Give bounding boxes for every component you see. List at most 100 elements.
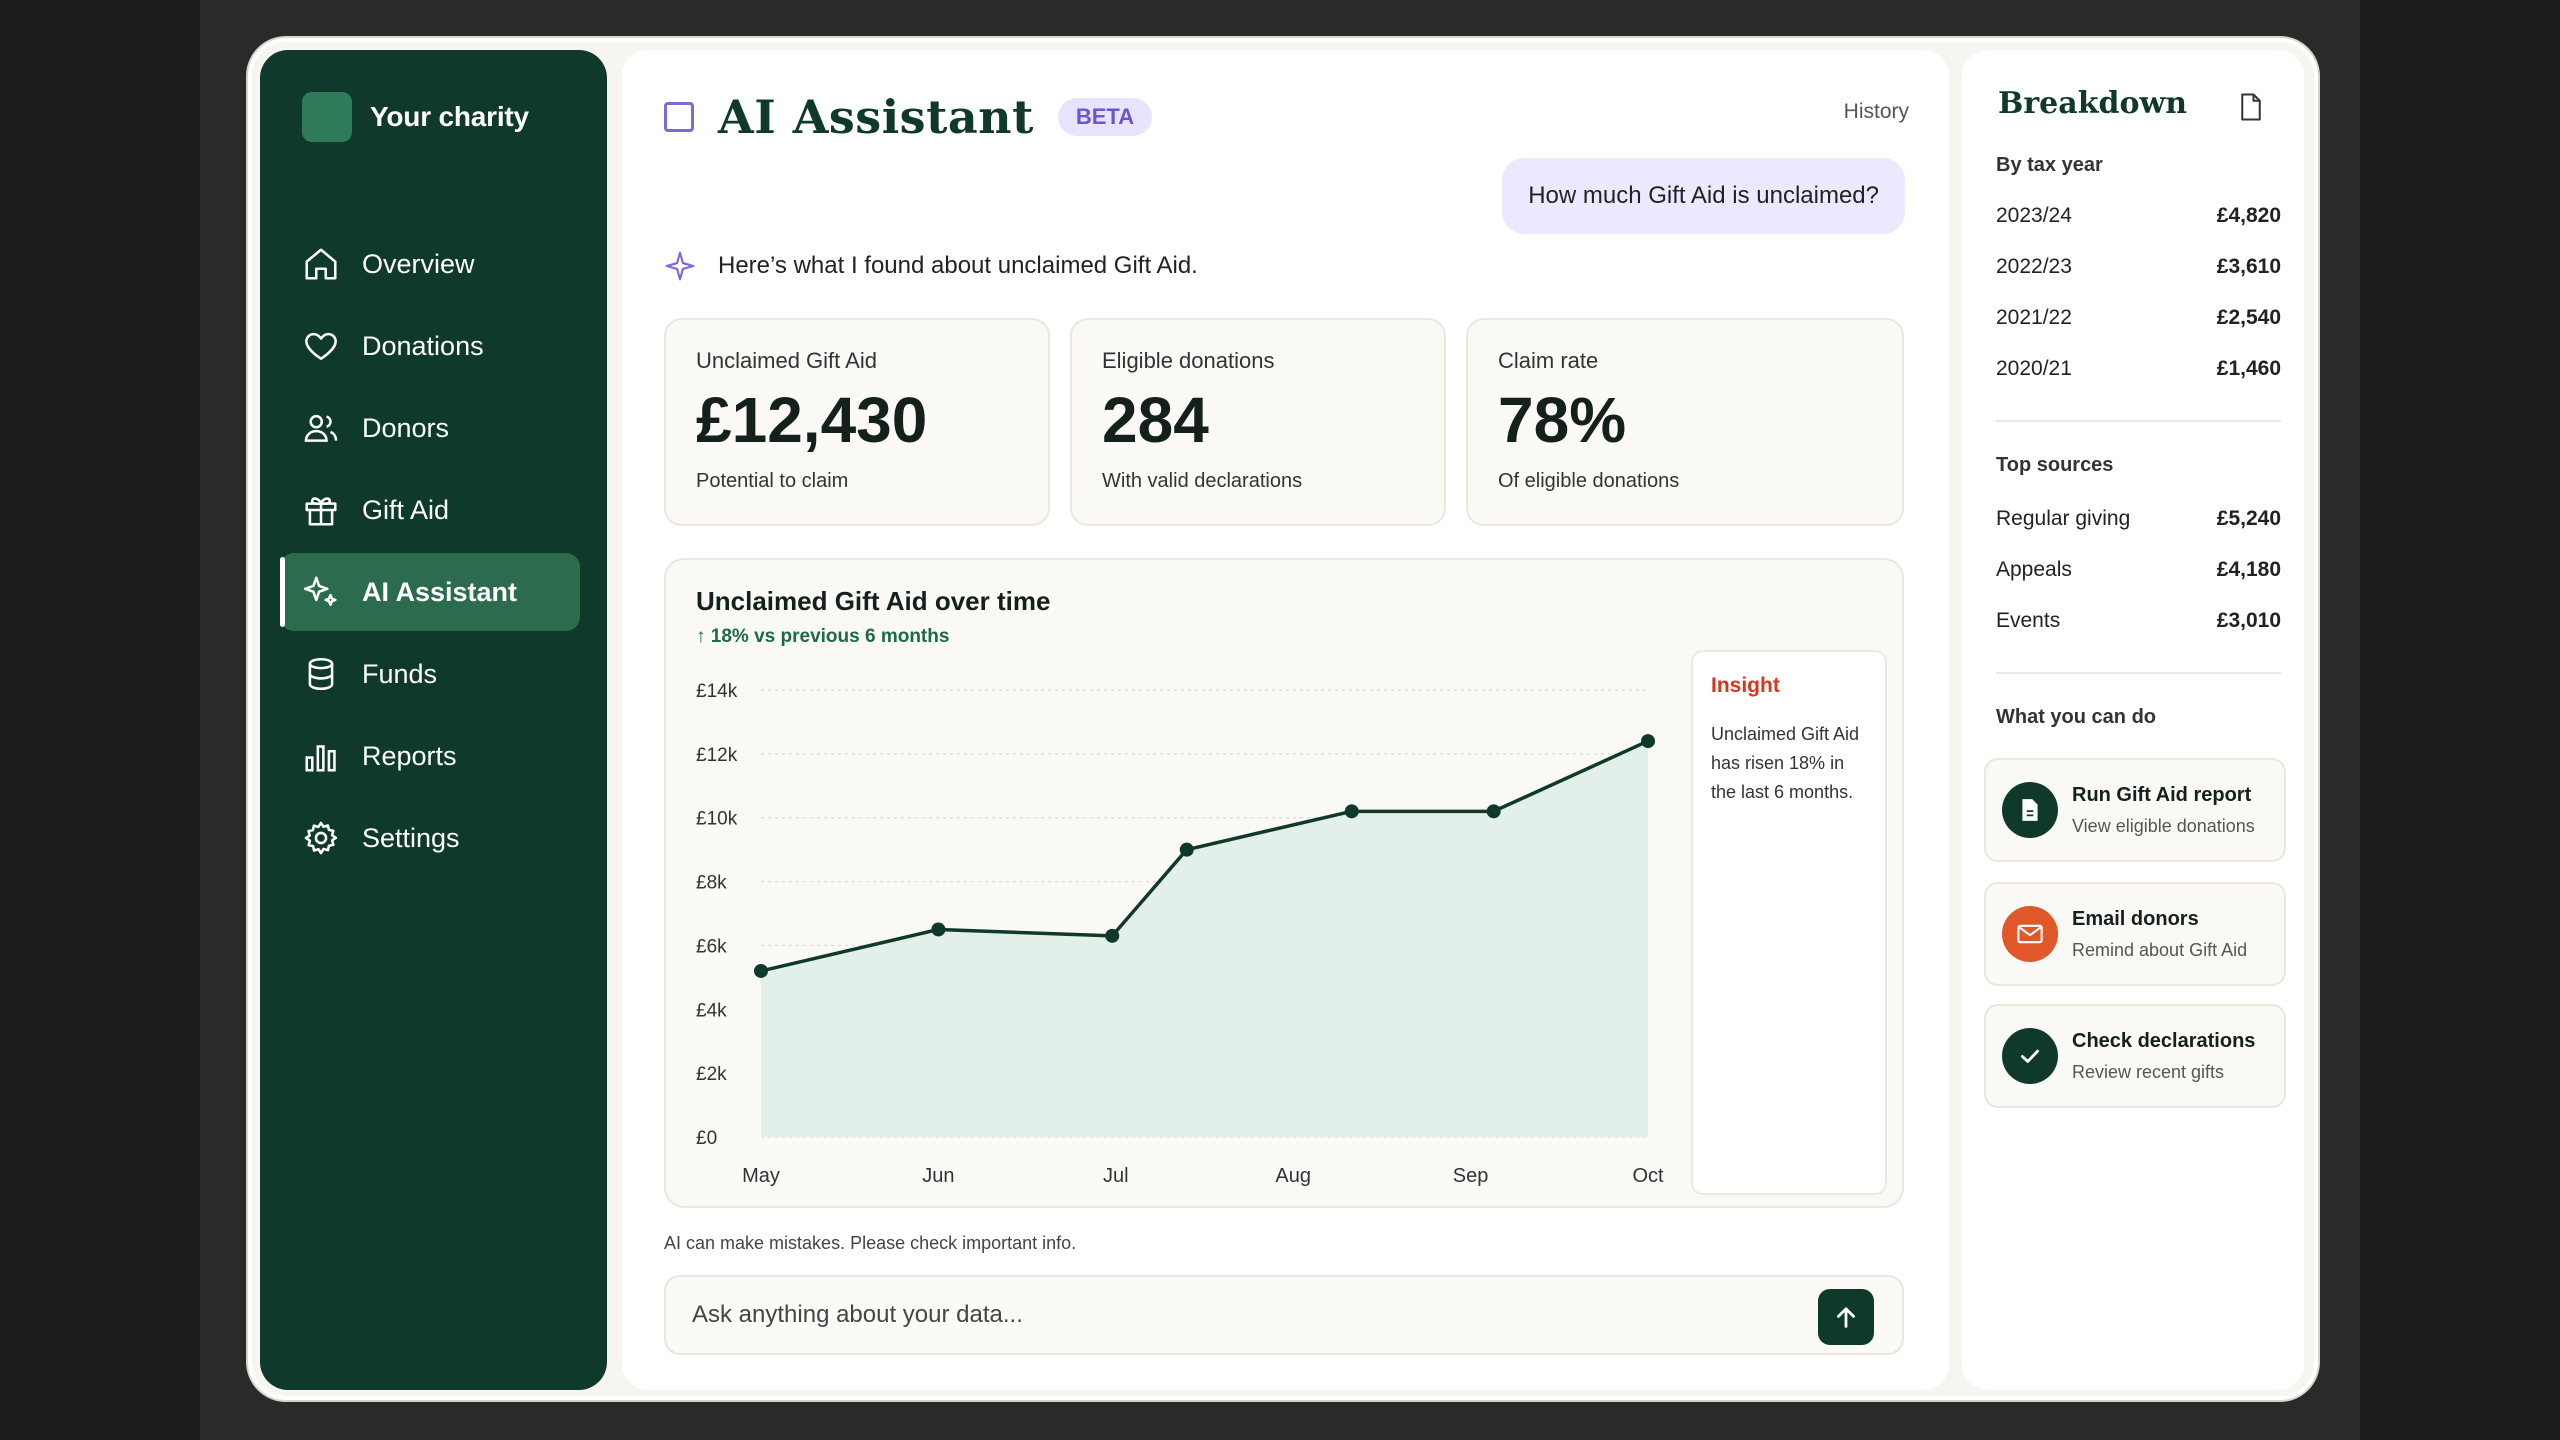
sidebar: Your charity Overview Donations Donors G…: [260, 50, 607, 1390]
sidebar-item-funds[interactable]: Funds: [280, 635, 580, 713]
row-label: Events: [1996, 609, 2061, 632]
gear-icon: [304, 821, 338, 855]
stat-card-unclaimed: Unclaimed Gift Aid £12,430 Potential to …: [664, 318, 1050, 526]
sidebar-item-label: Settings: [362, 822, 460, 853]
chat-input-box: [664, 1275, 1904, 1355]
action-title: Email donors: [2072, 908, 2199, 930]
row-label: 2020/21: [1996, 357, 2072, 380]
send-button[interactable]: [1818, 1289, 1874, 1345]
x-tick-label: Jul: [1103, 1165, 1129, 1187]
section-label: What you can do: [1996, 706, 2156, 728]
section-label: Top sources: [1996, 454, 2114, 476]
sidebar-item-ai-assistant[interactable]: AI Assistant: [280, 553, 580, 631]
row-label: 2021/22: [1996, 306, 2072, 329]
breakdown-panel: Breakdown By tax year 2023/24 £4,820 2022…: [1962, 50, 2304, 1390]
row-amount: £1,460: [2216, 357, 2281, 380]
brand[interactable]: Your charity: [302, 92, 529, 142]
sidebar-item-reports[interactable]: Reports: [280, 717, 580, 795]
row-label: Appeals: [1996, 558, 2072, 581]
backdrop-right: [2360, 0, 2560, 1440]
email-donors-button[interactable]: Email donors Remind about Gift Aid: [1984, 882, 2286, 986]
run-gift-aid-report-button[interactable]: Run Gift Aid report View eligible donati…: [1984, 758, 2286, 862]
check-icon: [2002, 1028, 2058, 1084]
sidebar-item-donors[interactable]: Donors: [280, 389, 580, 467]
backdrop-left: [0, 0, 200, 1440]
tax-year-row: 2023/24 £4,820: [1996, 204, 2281, 228]
card-sub: Potential to claim: [696, 470, 849, 492]
sidebar-item-gift-aid[interactable]: Gift Aid: [280, 471, 580, 549]
insight-panel: Insight Unclaimed Gift Aid has risen 18%…: [1691, 650, 1887, 1195]
main-panel: AI Assistant BETA History How much Gift …: [622, 50, 1949, 1390]
data-point: [1344, 804, 1359, 819]
chart-card: Unclaimed Gift Aid over time ↑ 18% vs pr…: [664, 558, 1904, 1208]
y-tick-label: £14k: [696, 681, 738, 702]
check-declarations-button[interactable]: Check declarations Review recent gifts: [1984, 1004, 2286, 1108]
arrow-up-icon: [1837, 1307, 1855, 1328]
card-value: 284: [1102, 384, 1209, 456]
action-sub: Review recent gifts: [2072, 1062, 2225, 1082]
document-icon[interactable]: [2238, 92, 2264, 122]
area-fill: [761, 741, 1648, 1137]
sidebar-item-label: Donations: [362, 330, 484, 361]
y-tick-label: £2k: [696, 1064, 727, 1085]
row-amount: £4,820: [2216, 204, 2281, 227]
y-tick-label: £4k: [696, 1000, 727, 1021]
y-tick-label: £10k: [696, 809, 738, 830]
breakdown-title: Breakdown: [1998, 86, 2188, 121]
card-label: Eligible donations: [1102, 348, 1275, 373]
source-row: Regular giving £5,240: [1996, 507, 2281, 531]
users-icon: [304, 414, 338, 442]
mail-icon: [2002, 906, 2058, 962]
row-amount: £4,180: [2216, 558, 2281, 581]
sidebar-item-overview[interactable]: Overview: [280, 225, 580, 303]
row-amount: £3,010: [2216, 609, 2281, 632]
sparkle-icon: [303, 576, 337, 606]
trend-text: 18% vs previous 6 months: [710, 626, 950, 647]
y-tick-label: £8k: [696, 873, 727, 894]
y-tick-label: £6k: [696, 936, 727, 957]
data-point: [1486, 804, 1501, 819]
y-tick-label: £0: [696, 1128, 717, 1149]
source-row: Appeals £4,180: [1996, 558, 2281, 582]
action-title: Check declarations: [2072, 1030, 2256, 1052]
divider: [1996, 672, 2281, 674]
data-point: [754, 963, 768, 978]
card-sub: With valid declarations: [1102, 470, 1303, 492]
x-tick-label: Sep: [1453, 1165, 1489, 1187]
title-checkbox[interactable]: [664, 102, 694, 132]
sidebar-item-donations[interactable]: Donations: [280, 307, 580, 385]
row-label: 2023/24: [1996, 204, 2072, 227]
data-point: [931, 922, 946, 937]
header: AI Assistant BETA: [664, 90, 1153, 144]
row-amount: £3,610: [2216, 255, 2281, 278]
sidebar-item-settings[interactable]: Settings: [280, 799, 580, 877]
gift-icon: [305, 497, 337, 526]
chat-input[interactable]: [692, 1295, 1772, 1335]
data-point: [1179, 842, 1194, 857]
action-title: Run Gift Aid report: [2072, 784, 2252, 806]
beta-badge: BETA: [1057, 98, 1153, 136]
row-amount: £5,240: [2216, 507, 2281, 530]
data-point: [1105, 928, 1120, 943]
heart-icon: [305, 332, 337, 360]
history-link[interactable]: History: [1843, 100, 1909, 123]
sidebar-item-label: AI Assistant: [362, 576, 518, 607]
x-tick-label: Jun: [922, 1165, 954, 1187]
card-label: Unclaimed Gift Aid: [696, 348, 877, 373]
tax-year-row: 2020/21 £1,460: [1996, 357, 2281, 381]
card-value: 78%: [1498, 384, 1627, 456]
sidebar-item-label: Donors: [362, 412, 450, 443]
section-label: By tax year: [1996, 154, 2103, 176]
ai-response-intro: Here’s what I found about unclaimed Gift…: [664, 250, 1198, 282]
app-window: Your charity Overview Donations Donors G…: [248, 38, 2318, 1400]
brand-name: Your charity: [370, 101, 529, 132]
bar-chart-icon: [305, 745, 336, 772]
sidebar-item-label: Overview: [362, 248, 475, 279]
stat-cards: Unclaimed Gift Aid £12,430 Potential to …: [664, 318, 1904, 526]
sidebar-item-label: Reports: [362, 740, 457, 771]
sidebar-item-label: Gift Aid: [362, 494, 450, 525]
user-message: How much Gift Aid is unclaimed?: [1502, 158, 1905, 234]
document-icon: [2002, 782, 2058, 838]
card-sub: Of eligible donations: [1498, 470, 1680, 492]
insight-text: Unclaimed Gift Aid has risen 18% in the …: [1711, 724, 1860, 802]
